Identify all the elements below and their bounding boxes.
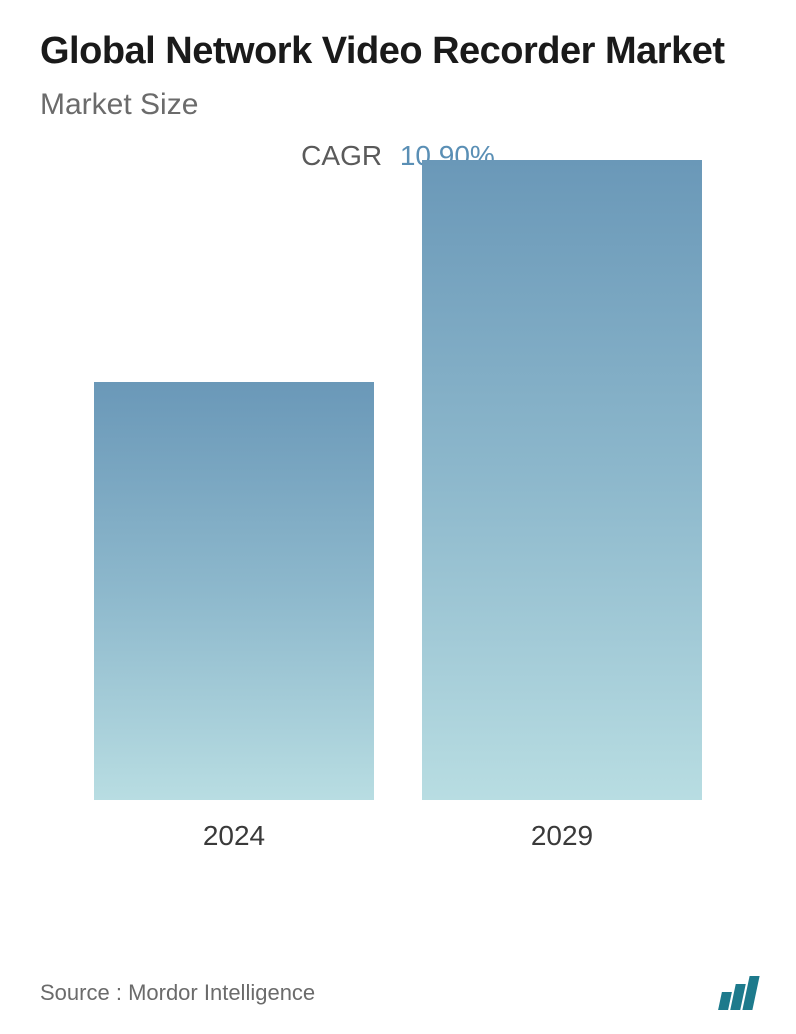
- chart-area: 2024 2029: [40, 202, 756, 852]
- bar-label-2029: 2029: [531, 820, 593, 852]
- bar-wrapper-2029: 2029: [422, 160, 702, 852]
- chart-container: Global Network Video Recorder Market Mar…: [0, 0, 796, 1034]
- mordor-logo-icon: [720, 976, 756, 1010]
- bar-wrapper-2024: 2024: [94, 382, 374, 852]
- logo-bar-3: [742, 976, 759, 1010]
- cagr-label: CAGR: [301, 140, 382, 171]
- footer: Source : Mordor Intelligence: [40, 976, 756, 1010]
- chart-subtitle: Market Size: [40, 88, 756, 122]
- bar-2024: [94, 382, 374, 800]
- source-text: Source : Mordor Intelligence: [40, 980, 315, 1006]
- chart-title: Global Network Video Recorder Market: [40, 28, 756, 76]
- bar-label-2024: 2024: [203, 820, 265, 852]
- source-label: Source :: [40, 980, 122, 1005]
- bar-2029: [422, 160, 702, 800]
- source-name: Mordor Intelligence: [128, 980, 315, 1005]
